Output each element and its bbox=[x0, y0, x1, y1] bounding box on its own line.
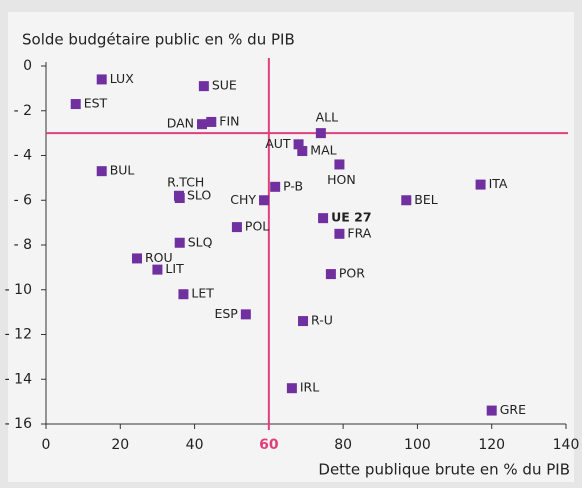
point bbox=[240, 309, 251, 320]
point-label: BUL bbox=[110, 163, 135, 178]
point-label: SLO bbox=[187, 187, 211, 202]
x-tick-label: 100 bbox=[404, 437, 431, 453]
point-label: R-U bbox=[311, 313, 333, 328]
point bbox=[178, 289, 189, 300]
y-axis-title: Solde budgétaire public en % du PIB bbox=[22, 31, 295, 49]
point bbox=[174, 237, 185, 248]
point bbox=[334, 159, 345, 170]
point bbox=[173, 190, 184, 201]
point bbox=[334, 228, 345, 239]
point-label: SUE bbox=[212, 78, 237, 93]
point bbox=[132, 253, 142, 264]
point-label: ALL bbox=[316, 110, 339, 125]
point bbox=[96, 166, 107, 177]
y-tick-label: - 8 bbox=[14, 237, 32, 253]
point bbox=[401, 195, 412, 206]
point-label: LUX bbox=[110, 71, 134, 86]
point bbox=[197, 119, 207, 130]
point-label: GRE bbox=[500, 402, 526, 417]
x-tick-label: 40 bbox=[186, 437, 204, 453]
point bbox=[152, 264, 163, 275]
point-label: BEL bbox=[414, 192, 437, 207]
point bbox=[206, 116, 217, 127]
point bbox=[486, 405, 497, 416]
point-label: EST bbox=[84, 96, 108, 111]
point bbox=[96, 74, 107, 85]
x-tick-label: 80 bbox=[334, 437, 352, 453]
point-label: LET bbox=[191, 286, 214, 301]
y-tick-label: - 14 bbox=[5, 371, 32, 387]
point-label: CHY bbox=[230, 192, 256, 207]
point-label: DAN bbox=[167, 116, 194, 131]
point-label: FIN bbox=[219, 113, 239, 128]
point bbox=[298, 316, 309, 327]
x-tick-label: 20 bbox=[111, 437, 129, 453]
point bbox=[286, 383, 297, 394]
y-tick-label: - 2 bbox=[14, 103, 32, 119]
point-label: LIT bbox=[165, 261, 184, 276]
point-label: HON bbox=[327, 172, 356, 187]
point-label: P-B bbox=[283, 178, 303, 193]
y-tick-label: - 12 bbox=[5, 327, 32, 343]
point bbox=[198, 81, 209, 92]
point bbox=[297, 146, 308, 157]
point-label: POL bbox=[245, 219, 269, 234]
y-tick-label: - 10 bbox=[5, 282, 32, 298]
point bbox=[325, 269, 336, 280]
point bbox=[70, 99, 81, 110]
point-label: FRA bbox=[347, 225, 371, 240]
point-label: AUT bbox=[265, 136, 291, 151]
y-tick-label: 0 bbox=[23, 58, 32, 74]
x-axis-title: Dette publique brute en % du PIB bbox=[318, 461, 570, 479]
point-label: MAL bbox=[310, 143, 336, 158]
point bbox=[475, 179, 486, 190]
point bbox=[293, 139, 304, 150]
point bbox=[315, 128, 326, 139]
point-label: ITA bbox=[489, 176, 508, 191]
x-tick-label: 140 bbox=[553, 437, 580, 453]
point bbox=[270, 181, 281, 192]
plot-frame bbox=[8, 12, 574, 482]
x-tick-label: 60 bbox=[259, 437, 279, 453]
point-label: POR bbox=[339, 266, 365, 281]
point bbox=[259, 195, 270, 206]
point-label: ESP bbox=[214, 306, 238, 321]
point bbox=[231, 222, 242, 233]
point-label: IRL bbox=[300, 380, 319, 395]
y-tick-label: - 16 bbox=[5, 416, 32, 432]
x-tick-label: 0 bbox=[42, 437, 51, 453]
y-tick-label: - 6 bbox=[14, 192, 33, 208]
x-tick-label: 120 bbox=[478, 437, 505, 453]
point-label: UE 27 bbox=[331, 210, 371, 225]
point-label: R.TCH bbox=[167, 175, 204, 190]
y-tick-label: - 4 bbox=[14, 148, 33, 164]
point bbox=[318, 213, 329, 224]
point-label: ROU bbox=[145, 250, 173, 265]
point-label: SLQ bbox=[188, 234, 213, 249]
